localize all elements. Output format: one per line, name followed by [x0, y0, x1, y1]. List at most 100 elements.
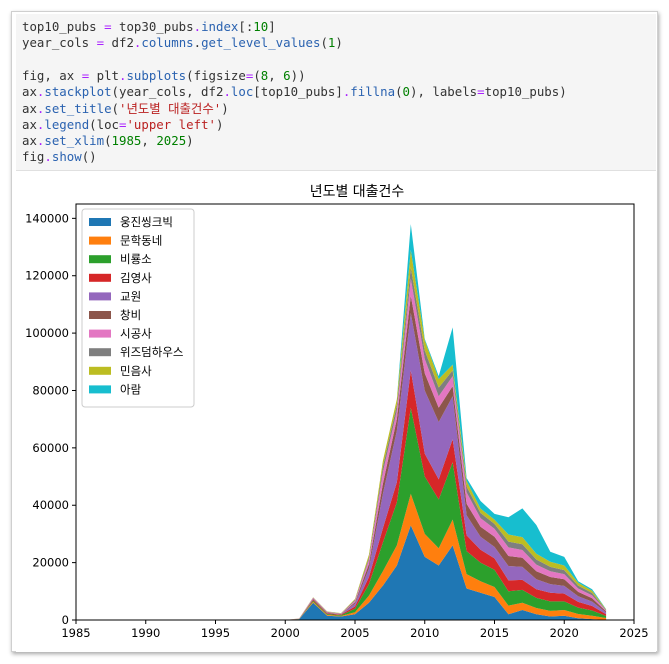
code-token: ( — [320, 35, 328, 51]
code-line: fig, ax = plt.subplots(figsize=(8, 6)) — [22, 68, 306, 84]
legend-swatch — [89, 385, 111, 394]
legend-swatch — [89, 218, 111, 226]
code-line: ax.set_xlim(1985, 2025) — [22, 133, 194, 149]
legend-label: 위즈덤하우스 — [120, 345, 183, 359]
code-line: ax.legend(loc='upper left') — [22, 117, 223, 133]
y-tick-label: 40000 — [32, 498, 69, 512]
code-token: . — [44, 149, 52, 165]
legend-label: 웅진씽크빅 — [120, 215, 173, 229]
code-token: . — [36, 133, 45, 149]
code-token: 6 — [283, 67, 291, 83]
y-tick-label: 0 — [62, 613, 69, 627]
code-token: ax — [22, 100, 37, 116]
code-token: show — [51, 149, 82, 165]
x-tick-label: 1985 — [61, 626, 90, 640]
code-token: ) — [335, 35, 343, 51]
y-tick-label: 100000 — [25, 326, 69, 340]
code-token: 10 — [253, 19, 269, 34]
code-token: index — [201, 19, 239, 34]
code-token: ax — [22, 84, 37, 100]
y-tick-label: 60000 — [32, 441, 69, 455]
x-tick-label: 1995 — [201, 626, 230, 640]
code-token: = — [119, 116, 127, 132]
stacked-areas — [285, 224, 607, 620]
code-token: . — [223, 84, 231, 100]
code-token: 8 — [260, 67, 269, 83]
legend-label: 김영사 — [120, 271, 152, 285]
code-token: , — [141, 133, 157, 149]
code-token: [top10_pubs] — [253, 84, 343, 100]
code-token: set_xlim — [44, 133, 105, 149]
legend-swatch — [89, 255, 111, 264]
y-tick-label: 20000 — [32, 556, 69, 570]
y-tick-label: 140000 — [25, 211, 69, 225]
code-token: ( — [395, 84, 403, 100]
code-token: . — [36, 100, 45, 116]
code-block[interactable]: top10_pubs = top30_pubs.index[:10] year_c… — [16, 14, 656, 171]
code-line: top10_pubs = top30_pubs.index[:10] — [22, 19, 276, 35]
code-token: set_title — [44, 100, 112, 116]
code-token: () — [81, 149, 97, 165]
code-token: ax — [22, 133, 37, 149]
x-tick-label: 2015 — [480, 626, 509, 640]
code-token: fillna — [350, 84, 396, 100]
x-tick-label: 1990 — [131, 626, 160, 640]
code-token: [: — [238, 19, 254, 34]
code-token: ), labels — [410, 84, 478, 100]
code-token: ( — [111, 100, 119, 116]
code-token: '년도별 대출건수' — [119, 100, 222, 116]
legend-swatch — [89, 311, 111, 319]
legend-label: 문학동네 — [120, 234, 162, 248]
x-tick-label: 2020 — [550, 626, 579, 640]
code-token: plt — [89, 67, 119, 83]
code-token: ) — [221, 100, 229, 116]
code-token: )) — [290, 67, 306, 83]
legend-swatch — [89, 292, 111, 301]
code-token: (figsize — [186, 67, 246, 83]
stackplot-chart: 년도별 대출건수 1985 1990 1995 2000 2005 2010 2015 202… — [16, 174, 656, 652]
code-token: 'upper left' — [126, 116, 216, 132]
x-tick-label: 2010 — [410, 626, 439, 640]
legend-label: 민음사 — [120, 364, 152, 378]
code-token: ) — [216, 116, 224, 132]
code-token: . — [193, 35, 202, 51]
code-token: = — [104, 19, 112, 34]
code-token: ( — [104, 133, 112, 149]
code-token: loc — [230, 84, 254, 100]
code-token: = — [96, 35, 105, 51]
code-token: . — [119, 67, 127, 83]
code-token: legend — [44, 116, 90, 132]
code-line: ax.stackplot(year_cols, df2.loc[top10_pu… — [22, 84, 567, 100]
code-token: ) — [186, 133, 194, 149]
x-tick-label: 2025 — [619, 626, 648, 640]
legend-swatch — [89, 329, 111, 338]
area-series-0 — [285, 525, 607, 620]
legend-label: 비룡소 — [120, 252, 152, 266]
y-axis: 0 20000 40000 60000 80000 100000 120000 140000 — [25, 211, 76, 627]
code-token: top10_pubs) — [484, 84, 567, 100]
area-series-9 — [285, 224, 607, 620]
code-token: . — [193, 19, 202, 34]
code-token: (year_cols, df2 — [111, 84, 224, 100]
x-tick-label: 2005 — [340, 626, 369, 640]
legend-label: 아람 — [120, 382, 142, 396]
code-token: df2 — [104, 35, 134, 51]
y-tick-label: 120000 — [25, 269, 69, 283]
code-line: ax.set_title('년도별 대출건수') — [22, 101, 229, 117]
code-token: 2025 — [156, 133, 187, 149]
code-token: . — [36, 116, 45, 132]
code-token: fig, ax — [22, 67, 82, 83]
code-token: 1985 — [111, 133, 142, 149]
code-token: top10_pubs — [22, 19, 105, 34]
code-token: columns — [141, 35, 194, 51]
cell-output: 년도별 대출건수 1985 1990 1995 2000 2005 2010 2015 202… — [16, 174, 656, 652]
code-token: top30_pubs — [111, 19, 194, 34]
code-token: ( — [253, 67, 261, 83]
code-token: 0 — [402, 84, 410, 100]
code-token: = — [245, 67, 254, 83]
code-token: year_cols — [22, 35, 97, 51]
code-token: get_level_values — [201, 35, 321, 51]
legend-swatch — [89, 273, 111, 282]
code-token: subplots — [126, 67, 187, 83]
